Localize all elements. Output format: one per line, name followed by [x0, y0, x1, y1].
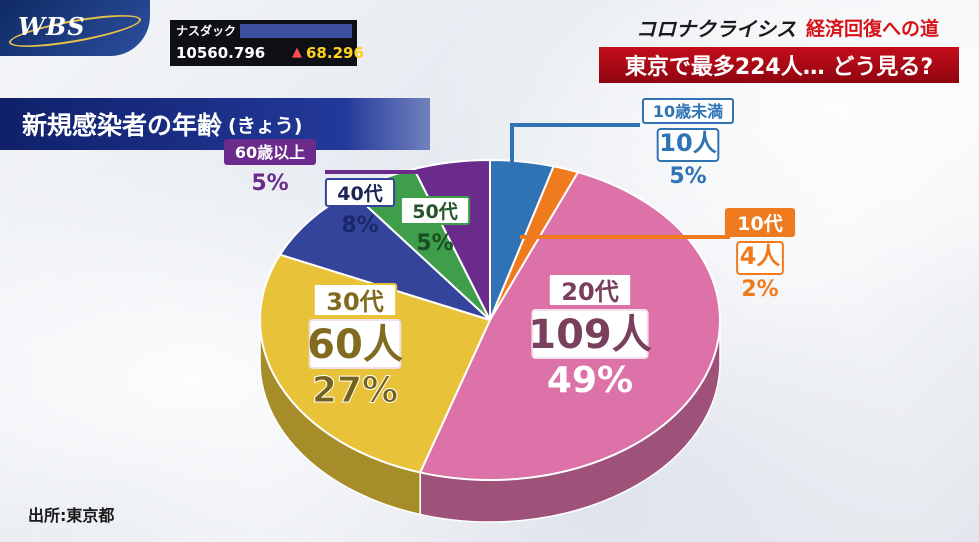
leader-line-under10 — [510, 123, 640, 172]
ticker-name: ナスダック — [176, 24, 237, 38]
ticker-value: 10560.796 — [176, 44, 266, 62]
series-banner: コロナクライシス 経済回復への道 — [636, 10, 939, 44]
stock-ticker: ナスダック 10560.796 ▲ 68.296 — [170, 20, 364, 66]
label-box-fifties — [399, 196, 471, 225]
slice-label-fifties: 50代 — [412, 201, 457, 223]
source-note: 出所:東京都 — [28, 506, 115, 525]
chart-subtitle: (きょう) — [228, 114, 303, 137]
slice-percent-forties: 8% — [341, 213, 378, 238]
series-label: コロナクライシス — [635, 16, 796, 41]
label-box-teens — [724, 208, 796, 237]
label-box-forties — [324, 178, 396, 207]
slice-percent-twenties: 49% — [547, 360, 633, 401]
ticker-tag — [240, 24, 352, 38]
label-box-twenties — [547, 273, 633, 307]
slice-label-teens: 10代 — [737, 213, 782, 235]
label-box-sixties — [224, 139, 316, 165]
chart-title: 新規感染者の年齢 (きょう) — [0, 98, 430, 150]
count-box-teens — [736, 241, 784, 275]
label-box-thirties — [312, 283, 398, 317]
slice-count-under10: 10人 — [659, 129, 716, 157]
slice-label-twenties: 20代 — [561, 278, 618, 306]
count-box-twenties — [531, 309, 649, 359]
slice-percent-under10: 5% — [669, 164, 706, 189]
label-box-under10 — [642, 98, 734, 124]
channel-logo: WBS — [0, 0, 150, 56]
ticker-change: 68.296 — [306, 44, 364, 62]
slice-label-under10: 10歳未満 — [653, 102, 723, 121]
count-box-under10 — [656, 128, 720, 162]
slice-label-forties: 40代 — [337, 183, 382, 205]
slice-percent-fifties: 5% — [416, 231, 453, 256]
count-box-thirties — [308, 319, 402, 369]
chart-title-text: 新規感染者の年齢 — [22, 111, 223, 140]
slice-count-thirties: 60人 — [307, 322, 403, 368]
headline: 東京で最多224人… どう見る? — [599, 47, 959, 83]
slice-percent-sixties: 5% — [251, 171, 288, 196]
slice-percent-teens: 2% — [741, 277, 778, 302]
slice-label-thirties: 30代 — [326, 288, 383, 316]
slice-count-twenties: 109人 — [528, 312, 652, 358]
logo-text: WBS — [18, 12, 86, 41]
up-triangle-icon: ▲ — [292, 45, 302, 60]
slice-percent-thirties: 27% — [312, 370, 398, 411]
series-subtitle: 経済回復への道 — [805, 17, 939, 40]
slice-label-sixties: 60歳以上 — [235, 143, 305, 162]
slice-count-teens: 4人 — [740, 242, 781, 270]
